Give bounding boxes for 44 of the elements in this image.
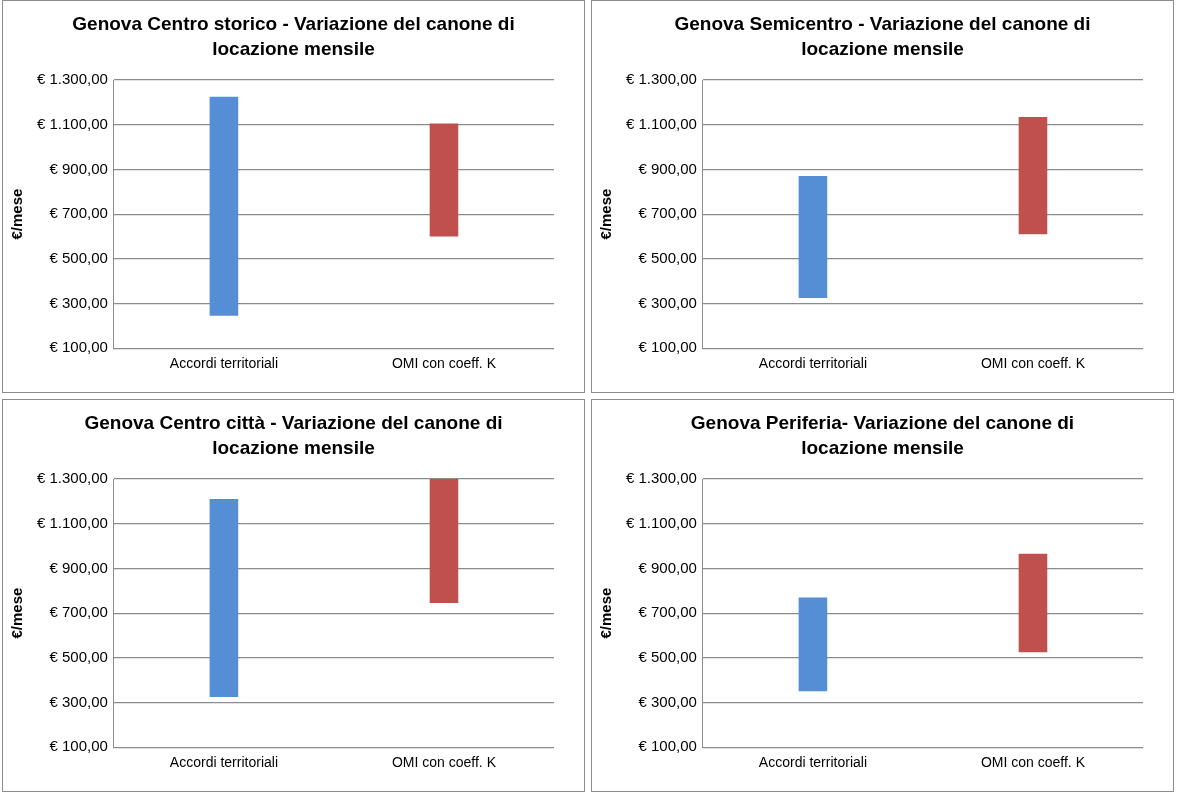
y-tick-label: € 1.100,00 (625, 114, 697, 132)
chart-title: Genova Centro città - Variazione del canone di locazione mensile (83, 411, 504, 460)
y-tick-label: € 900,00 (49, 558, 108, 576)
y-tick-label: € 300,00 (49, 692, 108, 710)
y-tick-label: € 1.300,00 (36, 70, 108, 88)
y-tick-label: € 700,00 (638, 603, 697, 621)
y-axis-title: €/mese (597, 587, 615, 639)
y-tick-label: € 1.300,00 (625, 70, 697, 88)
y-tick-label: € 500,00 (49, 647, 108, 665)
y-axis-title: €/mese (8, 188, 26, 240)
y-tick-label: € 500,00 (638, 248, 697, 266)
y-tick-label: € 900,00 (49, 159, 108, 177)
y-tick-label: € 900,00 (638, 159, 697, 177)
y-axis-title: €/mese (8, 587, 26, 639)
y-tick-label: € 500,00 (49, 248, 108, 266)
y-tick-label: € 900,00 (638, 558, 697, 576)
x-tick-label: Accordi territoriali (169, 754, 278, 771)
x-tick-label: OMI con coeff. K (391, 355, 497, 372)
chart-title: Genova Semicentro - Variazione del canone di locazione mensile (673, 12, 1092, 61)
y-tick-label: € 1.100,00 (625, 513, 697, 531)
x-tick-label: Accordi territoriali (758, 754, 867, 771)
y-tick-label: € 1.100,00 (36, 513, 108, 531)
y-tick-label: € 700,00 (638, 204, 697, 222)
x-tick-label: OMI con coeff. K (980, 754, 1086, 771)
y-tick-label: € 300,00 (638, 293, 697, 311)
y-tick-label: € 100,00 (638, 737, 697, 755)
chart-title: Genova Centro storico - Variazione del canone di locazione mensile (71, 12, 516, 61)
y-tick-label: € 100,00 (49, 737, 108, 755)
y-tick-label: € 700,00 (49, 603, 108, 621)
x-tick-label: Accordi territoriali (169, 355, 278, 372)
x-tick-label: OMI con coeff. K (391, 754, 497, 771)
x-tick-label: OMI con coeff. K (980, 355, 1086, 372)
chart-title: Genova Periferia- Variazione del canone di locazione mensile (689, 411, 1076, 460)
y-tick-label: € 300,00 (638, 692, 697, 710)
y-tick-label: € 700,00 (49, 204, 108, 222)
y-tick-label: € 1.300,00 (36, 469, 108, 487)
y-tick-label: € 100,00 (638, 338, 697, 356)
y-axis-title: €/mese (597, 188, 615, 240)
x-tick-label: Accordi territoriali (758, 355, 867, 372)
y-tick-label: € 1.300,00 (625, 469, 697, 487)
y-tick-label: € 100,00 (49, 338, 108, 356)
y-tick-label: € 1.100,00 (36, 114, 108, 132)
y-tick-label: € 300,00 (49, 293, 108, 311)
y-tick-label: € 500,00 (638, 647, 697, 665)
